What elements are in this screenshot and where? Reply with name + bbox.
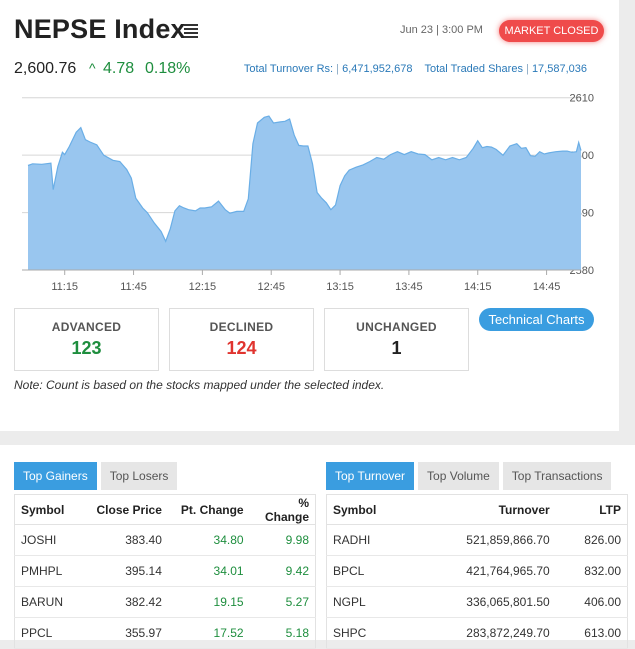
advanced-count: 123	[71, 338, 102, 358]
symbol-cell[interactable]: SHPC	[326, 617, 407, 649]
declined-count-box: DECLINED 124	[169, 308, 314, 371]
unchanged-label: UNCHANGED	[356, 320, 437, 334]
menu-icon[interactable]	[184, 24, 198, 38]
unchanged-count: 1	[391, 338, 402, 358]
area-series-line	[27, 115, 582, 243]
turnover-label: Total Turnover Rs:	[243, 63, 334, 75]
top-gainers-table: Symbol Close Price Pt. Change % Change J…	[14, 494, 316, 649]
ltp-cell: 613.00	[555, 617, 628, 649]
column-header[interactable]: Close Price	[78, 494, 168, 525]
table-header-row: Symbol Turnover LTP	[326, 494, 628, 525]
close-price-cell: 382.42	[78, 586, 168, 618]
column-header[interactable]: LTP	[555, 494, 628, 525]
symbol-cell[interactable]: PPCL	[14, 617, 79, 649]
gainers-losers-tabs: Top Gainers Top Losers	[14, 462, 178, 490]
stats-separator: |	[526, 63, 532, 75]
ltp-cell: 826.00	[555, 524, 628, 556]
point-change-cell: 34.01	[167, 555, 250, 587]
percent-change-cell: 5.18	[249, 617, 316, 649]
stats-separator: |	[336, 63, 343, 75]
percent-change-cell: 9.98	[249, 524, 316, 556]
technical-charts-button[interactable]: Technical Charts	[479, 308, 594, 331]
top-stocks-card: Top Gainers Top Losers Top Turnover Top …	[0, 445, 635, 649]
index-change-percent: 0.18%	[145, 60, 191, 77]
x-tick-label: 14:15	[464, 281, 492, 293]
x-tick-label: 12:45	[257, 281, 285, 293]
percent-change-cell: 9.42	[249, 555, 316, 587]
tab-top-turnover[interactable]: Top Turnover	[326, 462, 415, 490]
x-tick-label: 11:45	[120, 281, 147, 293]
symbol-cell[interactable]: BPCL	[326, 555, 407, 587]
top-turnover-table: Symbol Turnover LTP RADHI 521,859,866.70…	[326, 494, 628, 649]
table-row[interactable]: PMHPL 395.14 34.01 9.42	[14, 555, 316, 587]
declined-label: DECLINED	[209, 320, 274, 334]
turnover-cell: 421,764,965.70	[406, 555, 556, 587]
x-tick-label: 13:15	[326, 281, 354, 293]
market-datetime: Jun 23 | 3:00 PM	[400, 24, 483, 36]
table-row[interactable]: BPCL 421,764,965.70 832.00	[326, 555, 628, 587]
table-row[interactable]: NGPL 336,065,801.50 406.00	[326, 586, 628, 618]
unchanged-count-box: UNCHANGED 1	[324, 308, 469, 371]
index-value: 2,600.76	[14, 60, 77, 77]
table-row[interactable]: PPCL 355.97 17.52 5.18	[14, 617, 316, 649]
area-series-fill	[28, 116, 581, 270]
table-header-row: Symbol Close Price Pt. Change % Change	[14, 494, 316, 525]
turnover-cell: 336,065,801.50	[406, 586, 556, 618]
table-row[interactable]: SHPC 283,872,249.70 613.00	[326, 617, 628, 649]
table-row[interactable]: JOSHI 383.40 34.80 9.98	[14, 524, 316, 556]
column-header[interactable]: % Change	[249, 494, 316, 525]
tab-top-gainers[interactable]: Top Gainers	[14, 462, 97, 490]
y-tick-label: 2610	[570, 93, 594, 105]
change-up-arrow-icon: ^	[89, 60, 96, 76]
ltp-cell: 832.00	[555, 555, 628, 587]
stats-gap	[416, 63, 422, 75]
close-price-cell: 355.97	[78, 617, 168, 649]
point-change-cell: 19.15	[167, 586, 250, 618]
market-stats: Total Turnover Rs: | 6,471,952,678 Total…	[244, 63, 587, 75]
turnover-value: 6,471,952,678	[342, 63, 413, 75]
x-tick-label: 12:15	[189, 281, 217, 293]
index-summary-card: NEPSE Index Jun 23 | 3:00 PM MARKET CLOS…	[0, 0, 619, 431]
tab-top-losers[interactable]: Top Losers	[100, 462, 178, 490]
tab-top-transactions[interactable]: Top Transactions	[502, 462, 612, 490]
turnover-cell: 521,859,866.70	[406, 524, 556, 556]
column-header[interactable]: Pt. Change	[167, 494, 250, 525]
market-status-badge: MARKET CLOSED	[499, 20, 604, 42]
symbol-cell[interactable]: RADHI	[326, 524, 407, 556]
declined-count: 124	[226, 338, 257, 358]
traded-shares-value: 17,587,036	[531, 63, 587, 75]
traded-shares-label: Total Traded Shares	[424, 63, 523, 75]
percent-change-cell: 5.27	[249, 586, 316, 618]
symbol-cell[interactable]: JOSHI	[14, 524, 79, 556]
symbol-cell[interactable]: PMHPL	[14, 555, 79, 587]
x-tick-label: 11:15	[51, 281, 78, 293]
column-header[interactable]: Symbol	[326, 494, 407, 525]
x-tick-label: 13:45	[395, 281, 423, 293]
table-row[interactable]: BARUN 382.42 19.15 5.27	[14, 586, 316, 618]
ltp-cell: 406.00	[555, 586, 628, 618]
close-price-cell: 395.14	[78, 555, 168, 587]
point-change-cell: 34.80	[167, 524, 250, 556]
index-change: 4.78	[103, 60, 135, 77]
advanced-count-box: ADVANCED 123	[14, 308, 159, 371]
symbol-cell[interactable]: BARUN	[14, 586, 79, 618]
column-header[interactable]: Turnover	[406, 494, 556, 525]
table-row[interactable]: RADHI 521,859,866.70 826.00	[326, 524, 628, 556]
symbol-cell[interactable]: NGPL	[326, 586, 407, 618]
turnover-cell: 283,872,249.70	[406, 617, 556, 649]
tab-top-volume[interactable]: Top Volume	[418, 462, 499, 490]
close-price-cell: 383.40	[78, 524, 168, 556]
turnover-volume-tabs: Top Turnover Top Volume Top Transactions	[326, 462, 612, 490]
x-tick-label: 14:45	[533, 281, 561, 293]
count-note: Note: Count is based on the stocks mappe…	[14, 378, 385, 392]
column-header[interactable]: Symbol	[14, 494, 79, 525]
page-title: NEPSE Index	[14, 14, 186, 44]
advanced-label: ADVANCED	[51, 320, 122, 334]
point-change-cell: 17.52	[167, 617, 250, 649]
